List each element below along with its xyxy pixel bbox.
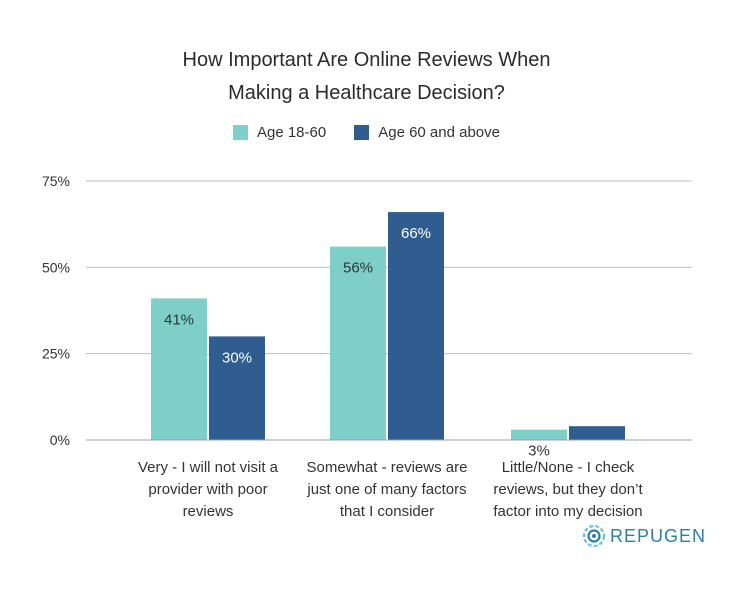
x-tick-label-1: Very - I will not visit a provider with p… — [118, 457, 298, 523]
repugen-logo-icon — [582, 524, 606, 548]
x-tick-label-line: reviews — [182, 503, 234, 520]
x-tick-label-3: Little/None - I check reviews, but they d… — [478, 457, 658, 523]
bar-series-1-cat-3 — [511, 429, 567, 440]
legend-label-series-2: Age 60 and above — [378, 124, 500, 141]
y-tick-label: 0% — [50, 432, 70, 448]
y-tick-label: 25% — [42, 346, 70, 362]
x-tick-label-2: Somewhat - reviews are just one of many f… — [297, 457, 477, 523]
x-tick-label-line: that I consider — [339, 503, 435, 520]
legend-item-series-1: Age 18-60 — [232, 124, 327, 141]
data-label-series-1-cat-1: 41% — [164, 311, 194, 328]
data-label-series-2-cat-3: 4% — [586, 439, 608, 456]
x-tick-label-line: Very - I will not visit a — [137, 459, 279, 476]
bar-series-2-cat-2 — [388, 212, 444, 440]
repugen-logo: REPUGEN — [582, 524, 706, 548]
y-tick-label: 50% — [42, 259, 70, 275]
repugen-logo-text: REPUGEN — [610, 525, 707, 546]
chart-title-line-1: How Important Are Online Reviews When — [182, 49, 551, 71]
chart-title: How Important Are Online Reviews When Ma… — [0, 44, 733, 110]
x-tick-label-line: just one of many factors — [307, 481, 467, 498]
bar-series-2-cat-1 — [209, 336, 265, 440]
chart-title-line-2: Making a Healthcare Decision? — [228, 82, 505, 104]
bar-series-1-cat-1 — [151, 298, 207, 440]
bar-series-2-cat-3 — [569, 426, 625, 440]
x-tick-label-line: provider with poor — [148, 481, 268, 498]
legend-swatch-series-2 — [354, 125, 370, 140]
legend-label-series-1: Age 18-60 — [256, 124, 327, 141]
y-tick-label: 75% — [42, 173, 70, 189]
x-tick-label-line: Little/None - I check — [501, 459, 635, 476]
x-tick-label-line: Somewhat - reviews are — [306, 459, 468, 476]
data-label-series-2-cat-1: 30% — [222, 349, 252, 366]
legend-item-series-2: Age 60 and above — [354, 124, 500, 141]
chart-legend: Age 18-60 Age 60 and above — [0, 124, 733, 141]
x-tick-label-line: reviews, but they don’t — [493, 481, 643, 498]
data-label-series-1-cat-2: 56% — [343, 260, 373, 277]
bar-series-1-cat-2 — [330, 246, 386, 440]
x-tick-label-line: factor into my decision — [493, 503, 643, 520]
legend-swatch-series-1 — [232, 125, 248, 140]
data-label-series-1-cat-3: 3% — [528, 443, 550, 460]
data-label-series-2-cat-2: 66% — [401, 225, 431, 242]
